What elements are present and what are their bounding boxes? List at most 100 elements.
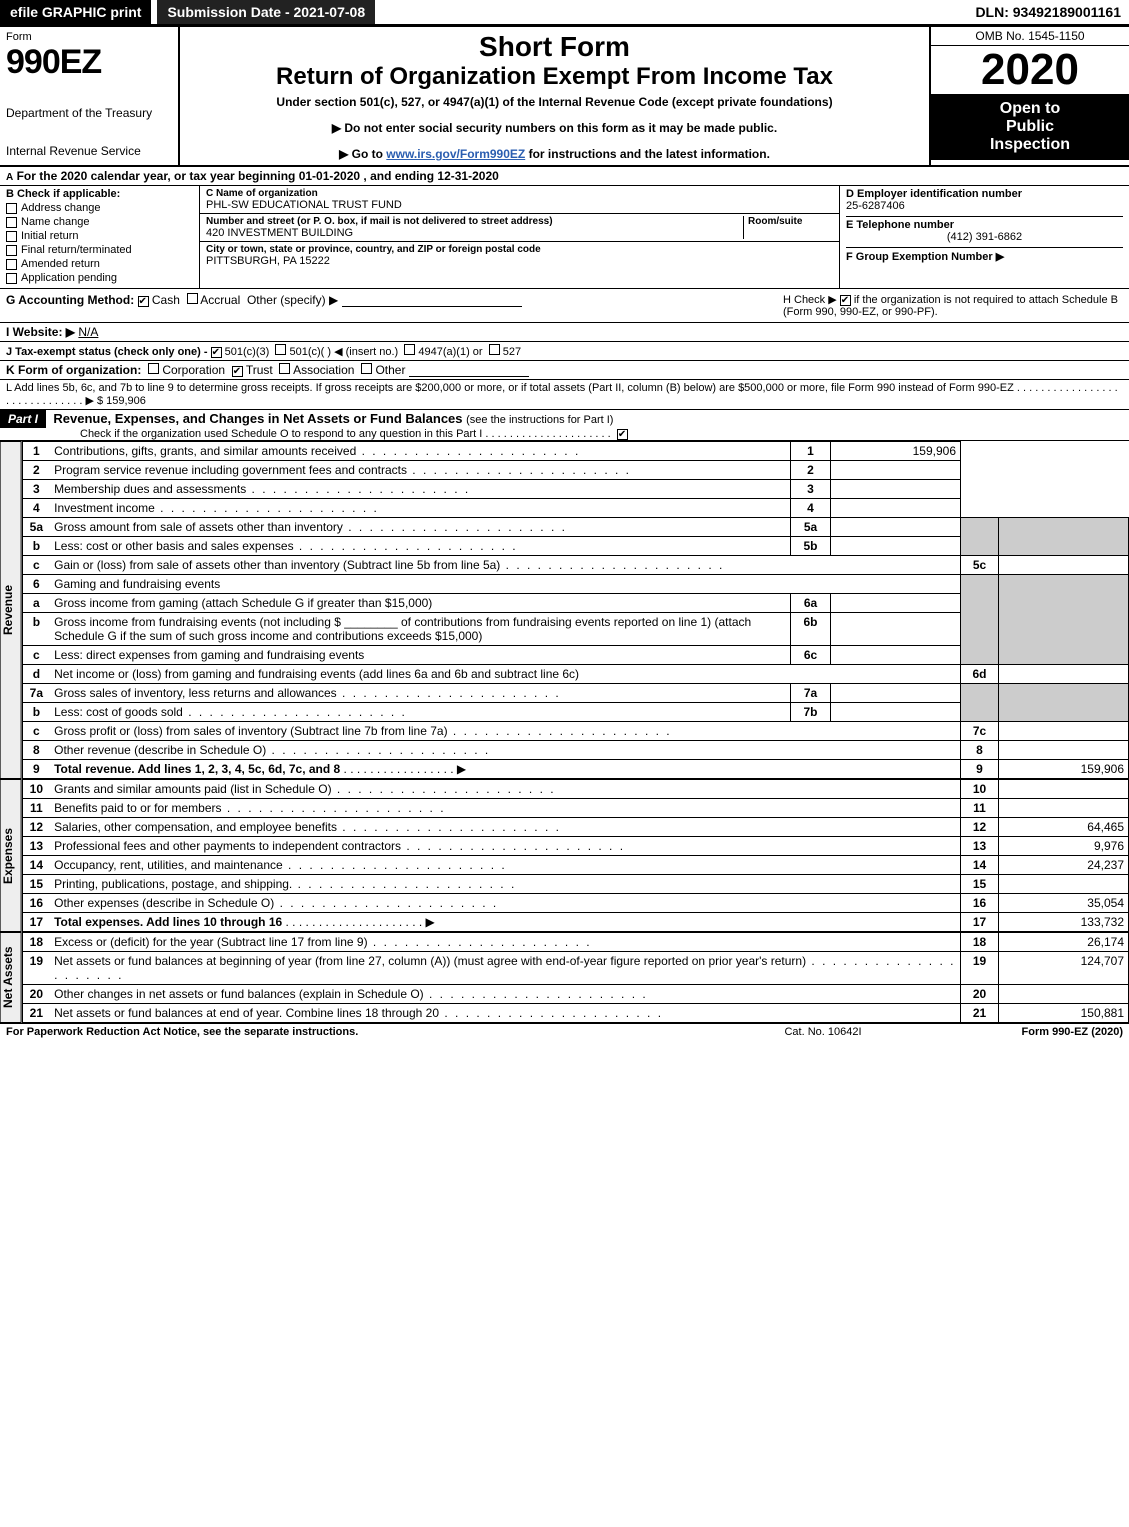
line-4: 4Investment income4 bbox=[22, 499, 1128, 518]
k-assoc-checkbox[interactable] bbox=[279, 363, 290, 374]
chk-initial-return[interactable]: Initial return bbox=[6, 230, 193, 242]
line-11-desc: Benefits paid to or for members bbox=[50, 799, 960, 818]
line-17: 17Total expenses. Add lines 10 through 1… bbox=[22, 913, 1128, 932]
j-501c3: 501(c)(3) bbox=[225, 346, 270, 358]
note-link-post: for instructions and the latest informat… bbox=[525, 147, 770, 161]
col-c: C Name of organization PHL-SW EDUCATIONA… bbox=[200, 186, 839, 288]
j-501c-checkbox[interactable] bbox=[275, 344, 286, 355]
line-20: 20Other changes in net assets or fund ba… bbox=[22, 985, 1128, 1004]
c-addr-label: Number and street (or P. O. box, if mail… bbox=[206, 216, 743, 227]
chk-amended-return-label: Amended return bbox=[21, 258, 100, 270]
taxyear-text: For the 2020 calendar year, or tax year … bbox=[17, 169, 499, 183]
line-6b-desc: Gross income from fundraising events (no… bbox=[50, 613, 790, 646]
g-accrual-checkbox[interactable] bbox=[187, 293, 198, 304]
line-4-amount bbox=[831, 499, 961, 518]
line-9-amount: 159,906 bbox=[999, 760, 1129, 779]
line-3-amount bbox=[831, 480, 961, 499]
line-8-amount bbox=[999, 741, 1129, 760]
row-j: J Tax-exempt status (check only one) - 5… bbox=[0, 342, 1129, 361]
k-other-input[interactable] bbox=[409, 363, 529, 377]
chk-final-return[interactable]: Final return/terminated bbox=[6, 244, 193, 256]
line-12: 12Salaries, other compensation, and empl… bbox=[22, 818, 1128, 837]
chk-name-change-label: Name change bbox=[21, 216, 90, 228]
k-corp: Corporation bbox=[162, 363, 225, 377]
chk-amended-return[interactable]: Amended return bbox=[6, 258, 193, 270]
line-18-amount: 26,174 bbox=[999, 933, 1129, 952]
line-12-amount: 64,465 bbox=[999, 818, 1129, 837]
irs-link[interactable]: www.irs.gov/Form990EZ bbox=[386, 147, 525, 161]
j-4947-checkbox[interactable] bbox=[404, 344, 415, 355]
k-corp-checkbox[interactable] bbox=[148, 363, 159, 374]
netassets-section: Net Assets 18Excess or (deficit) for the… bbox=[0, 932, 1129, 1023]
line-7c-desc: Gross profit or (loss) from sales of inv… bbox=[50, 722, 960, 741]
line-20-amount bbox=[999, 985, 1129, 1004]
line-14: 14Occupancy, rent, utilities, and mainte… bbox=[22, 856, 1128, 875]
dln-label: DLN: 93492189001161 bbox=[967, 0, 1129, 24]
c-addr-row: Number and street (or P. O. box, if mail… bbox=[200, 214, 839, 242]
g-cash: Cash bbox=[152, 293, 180, 307]
h-checkbox[interactable] bbox=[840, 295, 851, 306]
line-8: 8Other revenue (describe in Schedule O)8 bbox=[22, 741, 1128, 760]
netassets-table: 18Excess or (deficit) for the year (Subt… bbox=[22, 932, 1129, 1023]
f-group-label: F Group Exemption Number ▶ bbox=[846, 251, 1004, 263]
row-g-h: G Accounting Method: Cash Accrual Other … bbox=[0, 289, 1129, 323]
k-trust-checkbox[interactable] bbox=[232, 366, 243, 377]
chk-final-return-label: Final return/terminated bbox=[21, 244, 132, 256]
line-2-amount bbox=[831, 461, 961, 480]
l-text: L Add lines 5b, 6c, and 7b to line 9 to … bbox=[6, 382, 1118, 407]
line-18-desc: Excess or (deficit) for the year (Subtra… bbox=[50, 933, 960, 952]
chk-name-change[interactable]: Name change bbox=[6, 216, 193, 228]
efile-print-button[interactable]: efile GRAPHIC print bbox=[0, 0, 151, 24]
line-5b-desc: Less: cost or other basis and sales expe… bbox=[54, 539, 518, 553]
line-13-amount: 9,976 bbox=[999, 837, 1129, 856]
line-20-desc: Other changes in net assets or fund bala… bbox=[50, 985, 960, 1004]
j-527-checkbox[interactable] bbox=[489, 344, 500, 355]
chk-application-pending[interactable]: Application pending bbox=[6, 272, 193, 284]
row-l: L Add lines 5b, 6c, and 7b to line 9 to … bbox=[0, 380, 1129, 410]
chk-address-change[interactable]: Address change bbox=[6, 202, 193, 214]
part1-schedule-o-checkbox[interactable] bbox=[617, 429, 628, 440]
line-15-desc: Printing, publications, postage, and shi… bbox=[50, 875, 960, 894]
line-12-desc: Salaries, other compensation, and employ… bbox=[50, 818, 960, 837]
line-10-amount bbox=[999, 780, 1129, 799]
line-17-desc: Total expenses. Add lines 10 through 16 bbox=[54, 915, 282, 929]
revenue-table: 1Contributions, gifts, grants, and simil… bbox=[22, 441, 1129, 779]
j-label: J Tax-exempt status (check only one) - bbox=[6, 346, 208, 358]
phone-value: (412) 391-6862 bbox=[846, 231, 1123, 243]
k-other: Other bbox=[375, 363, 405, 377]
line-7c-amount bbox=[999, 722, 1129, 741]
section-a-taxyear: A For the 2020 calendar year, or tax yea… bbox=[0, 167, 1129, 186]
line-15-amount bbox=[999, 875, 1129, 894]
footer-left: For Paperwork Reduction Act Notice, see … bbox=[6, 1026, 723, 1038]
title-short-form: Short Form bbox=[188, 31, 921, 63]
open-to-public-box: Open to Public Inspection bbox=[931, 94, 1129, 160]
top-bar: efile GRAPHIC print Submission Date - 20… bbox=[0, 0, 1129, 27]
j-4947: 4947(a)(1) or bbox=[418, 346, 482, 358]
line-7c: cGross profit or (loss) from sales of in… bbox=[22, 722, 1128, 741]
line-16: 16Other expenses (describe in Schedule O… bbox=[22, 894, 1128, 913]
c-name-label: C Name of organization bbox=[206, 188, 833, 199]
line-10-desc: Grants and similar amounts paid (list in… bbox=[50, 780, 960, 799]
form-word: Form bbox=[6, 31, 172, 43]
g-cash-checkbox[interactable] bbox=[138, 296, 149, 307]
chk-application-pending-label: Application pending bbox=[21, 272, 117, 284]
row-i: I Website: ▶ N/A bbox=[0, 323, 1129, 342]
j-501c3-checkbox[interactable] bbox=[211, 347, 222, 358]
line-6: 6Gaming and fundraising events bbox=[22, 575, 1128, 594]
expenses-vlabel: Expenses bbox=[0, 779, 22, 932]
dept-treasury: Department of the Treasury bbox=[6, 106, 172, 120]
omb-number: OMB No. 1545-1150 bbox=[931, 27, 1129, 46]
line-13-desc: Professional fees and other payments to … bbox=[50, 837, 960, 856]
j-527: 527 bbox=[503, 346, 521, 358]
note-link-pre: ▶ Go to bbox=[339, 147, 386, 161]
k-other-checkbox[interactable] bbox=[361, 363, 372, 374]
revenue-vlabel: Revenue bbox=[0, 441, 22, 779]
line-13: 13Professional fees and other payments t… bbox=[22, 837, 1128, 856]
line-9: 9Total revenue. Add lines 1, 2, 3, 4, 5c… bbox=[22, 760, 1128, 779]
line-9-desc: Total revenue. Add lines 1, 2, 3, 4, 5c,… bbox=[54, 762, 340, 776]
line-10: 10Grants and similar amounts paid (list … bbox=[22, 780, 1128, 799]
line-11-amount bbox=[999, 799, 1129, 818]
line-6d-amount bbox=[999, 665, 1129, 684]
g-label: G Accounting Method: bbox=[6, 293, 134, 307]
g-other-input[interactable] bbox=[342, 293, 522, 307]
